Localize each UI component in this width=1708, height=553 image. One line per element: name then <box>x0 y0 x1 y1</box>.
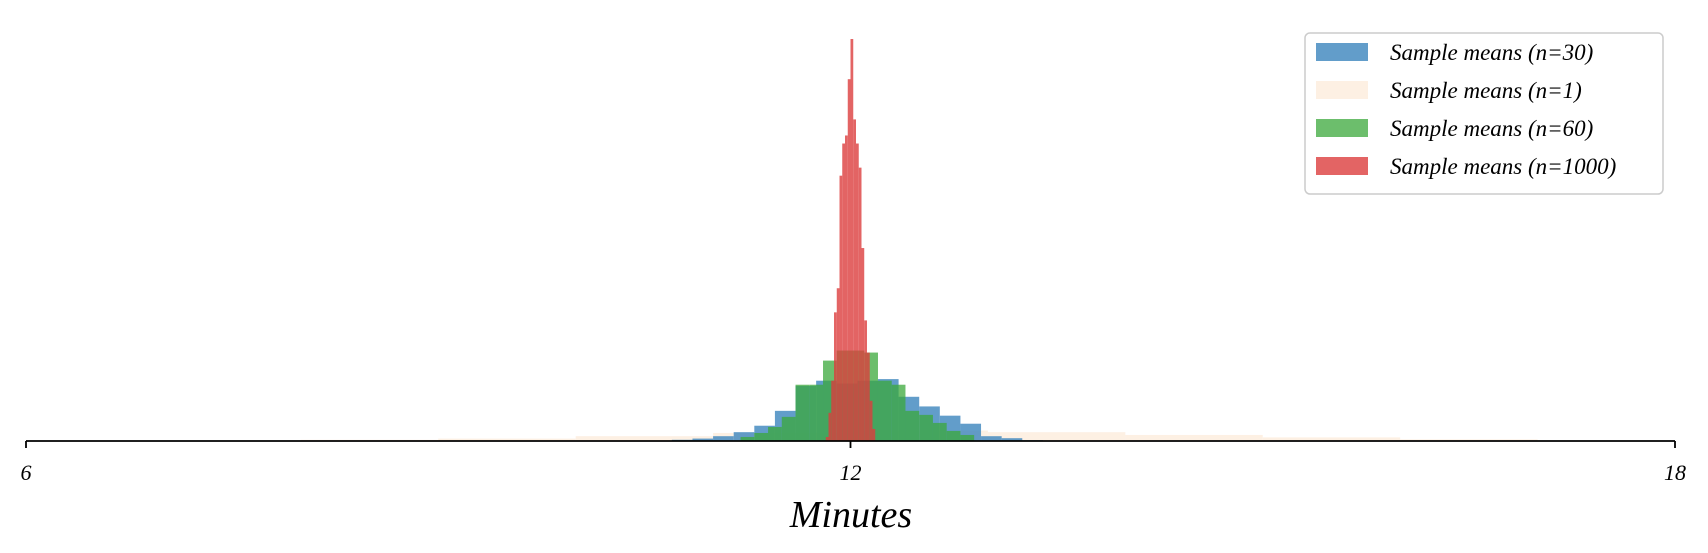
histogram-bar <box>853 119 856 442</box>
legend-label: Sample means (n=30) <box>1390 40 1593 65</box>
histogram-bar <box>1262 437 1401 441</box>
histogram-bar <box>828 412 832 441</box>
histogram-bar <box>825 436 829 441</box>
x-tick-label: 6 <box>21 460 32 485</box>
histogram-bar <box>856 143 859 441</box>
histogram-bar <box>847 79 851 441</box>
x-tick-label: 18 <box>1664 460 1686 485</box>
legend-frame <box>1304 32 1664 195</box>
x-axis-title: Minutes <box>789 494 912 536</box>
histogram-bar <box>754 432 769 441</box>
histogram-bar <box>768 426 782 441</box>
histogram-bar <box>905 410 920 441</box>
histogram-bar <box>713 436 734 441</box>
histogram-bar <box>733 432 755 441</box>
legend-swatch <box>1316 119 1368 137</box>
legend-swatch <box>1316 43 1368 61</box>
histogram-bar <box>575 436 714 441</box>
histogram-bar <box>946 430 961 441</box>
histogram-bar <box>795 384 810 441</box>
plot-area <box>300 39 1538 442</box>
histogram-bar <box>872 428 876 441</box>
histogram-bar <box>981 436 1002 441</box>
histogram-bar <box>845 135 848 442</box>
histogram-bar <box>740 436 755 441</box>
series-4 <box>825 39 876 442</box>
histogram-bar <box>864 320 867 441</box>
legend-items: Sample means (n=30) Sample means (n=1) Sam… <box>1316 40 1616 179</box>
histogram-bar <box>932 422 947 441</box>
histogram-bar <box>834 312 837 441</box>
histogram-bar <box>1125 434 1263 441</box>
legend-swatch <box>1316 81 1368 99</box>
histogram-bar <box>861 248 865 441</box>
histogram-bar <box>781 416 796 441</box>
legend-swatch <box>1316 157 1368 175</box>
legend: Sample means (n=30) Sample means (n=1) Sam… <box>1304 32 1664 195</box>
histogram-bar <box>839 175 843 441</box>
histogram-bar <box>960 434 975 441</box>
histogram-bar <box>1001 438 1023 441</box>
histogram-bar <box>866 352 870 441</box>
histogram-bar <box>858 167 862 441</box>
histogram-bar <box>438 438 576 441</box>
x-axis-ticks: 6 12 18 <box>21 441 1686 485</box>
legend-label: Sample means (n=60) <box>1390 116 1593 141</box>
histogram-bar <box>842 143 845 441</box>
legend-label: Sample means (n=1000) <box>1390 154 1616 179</box>
histogram-bar <box>831 380 835 441</box>
histogram-bar <box>692 438 714 441</box>
legend-label: Sample means (n=1) <box>1390 78 1582 103</box>
histogram-bar <box>987 432 1126 441</box>
histogram-bar <box>869 400 873 441</box>
histogram-bar <box>809 384 824 441</box>
histogram-bar <box>850 39 854 441</box>
histogram-bar <box>836 288 840 441</box>
x-tick-label: 12 <box>840 460 862 485</box>
histogram-bar <box>919 414 933 441</box>
histogram-bar <box>891 384 906 441</box>
histogram-bar <box>877 380 892 441</box>
